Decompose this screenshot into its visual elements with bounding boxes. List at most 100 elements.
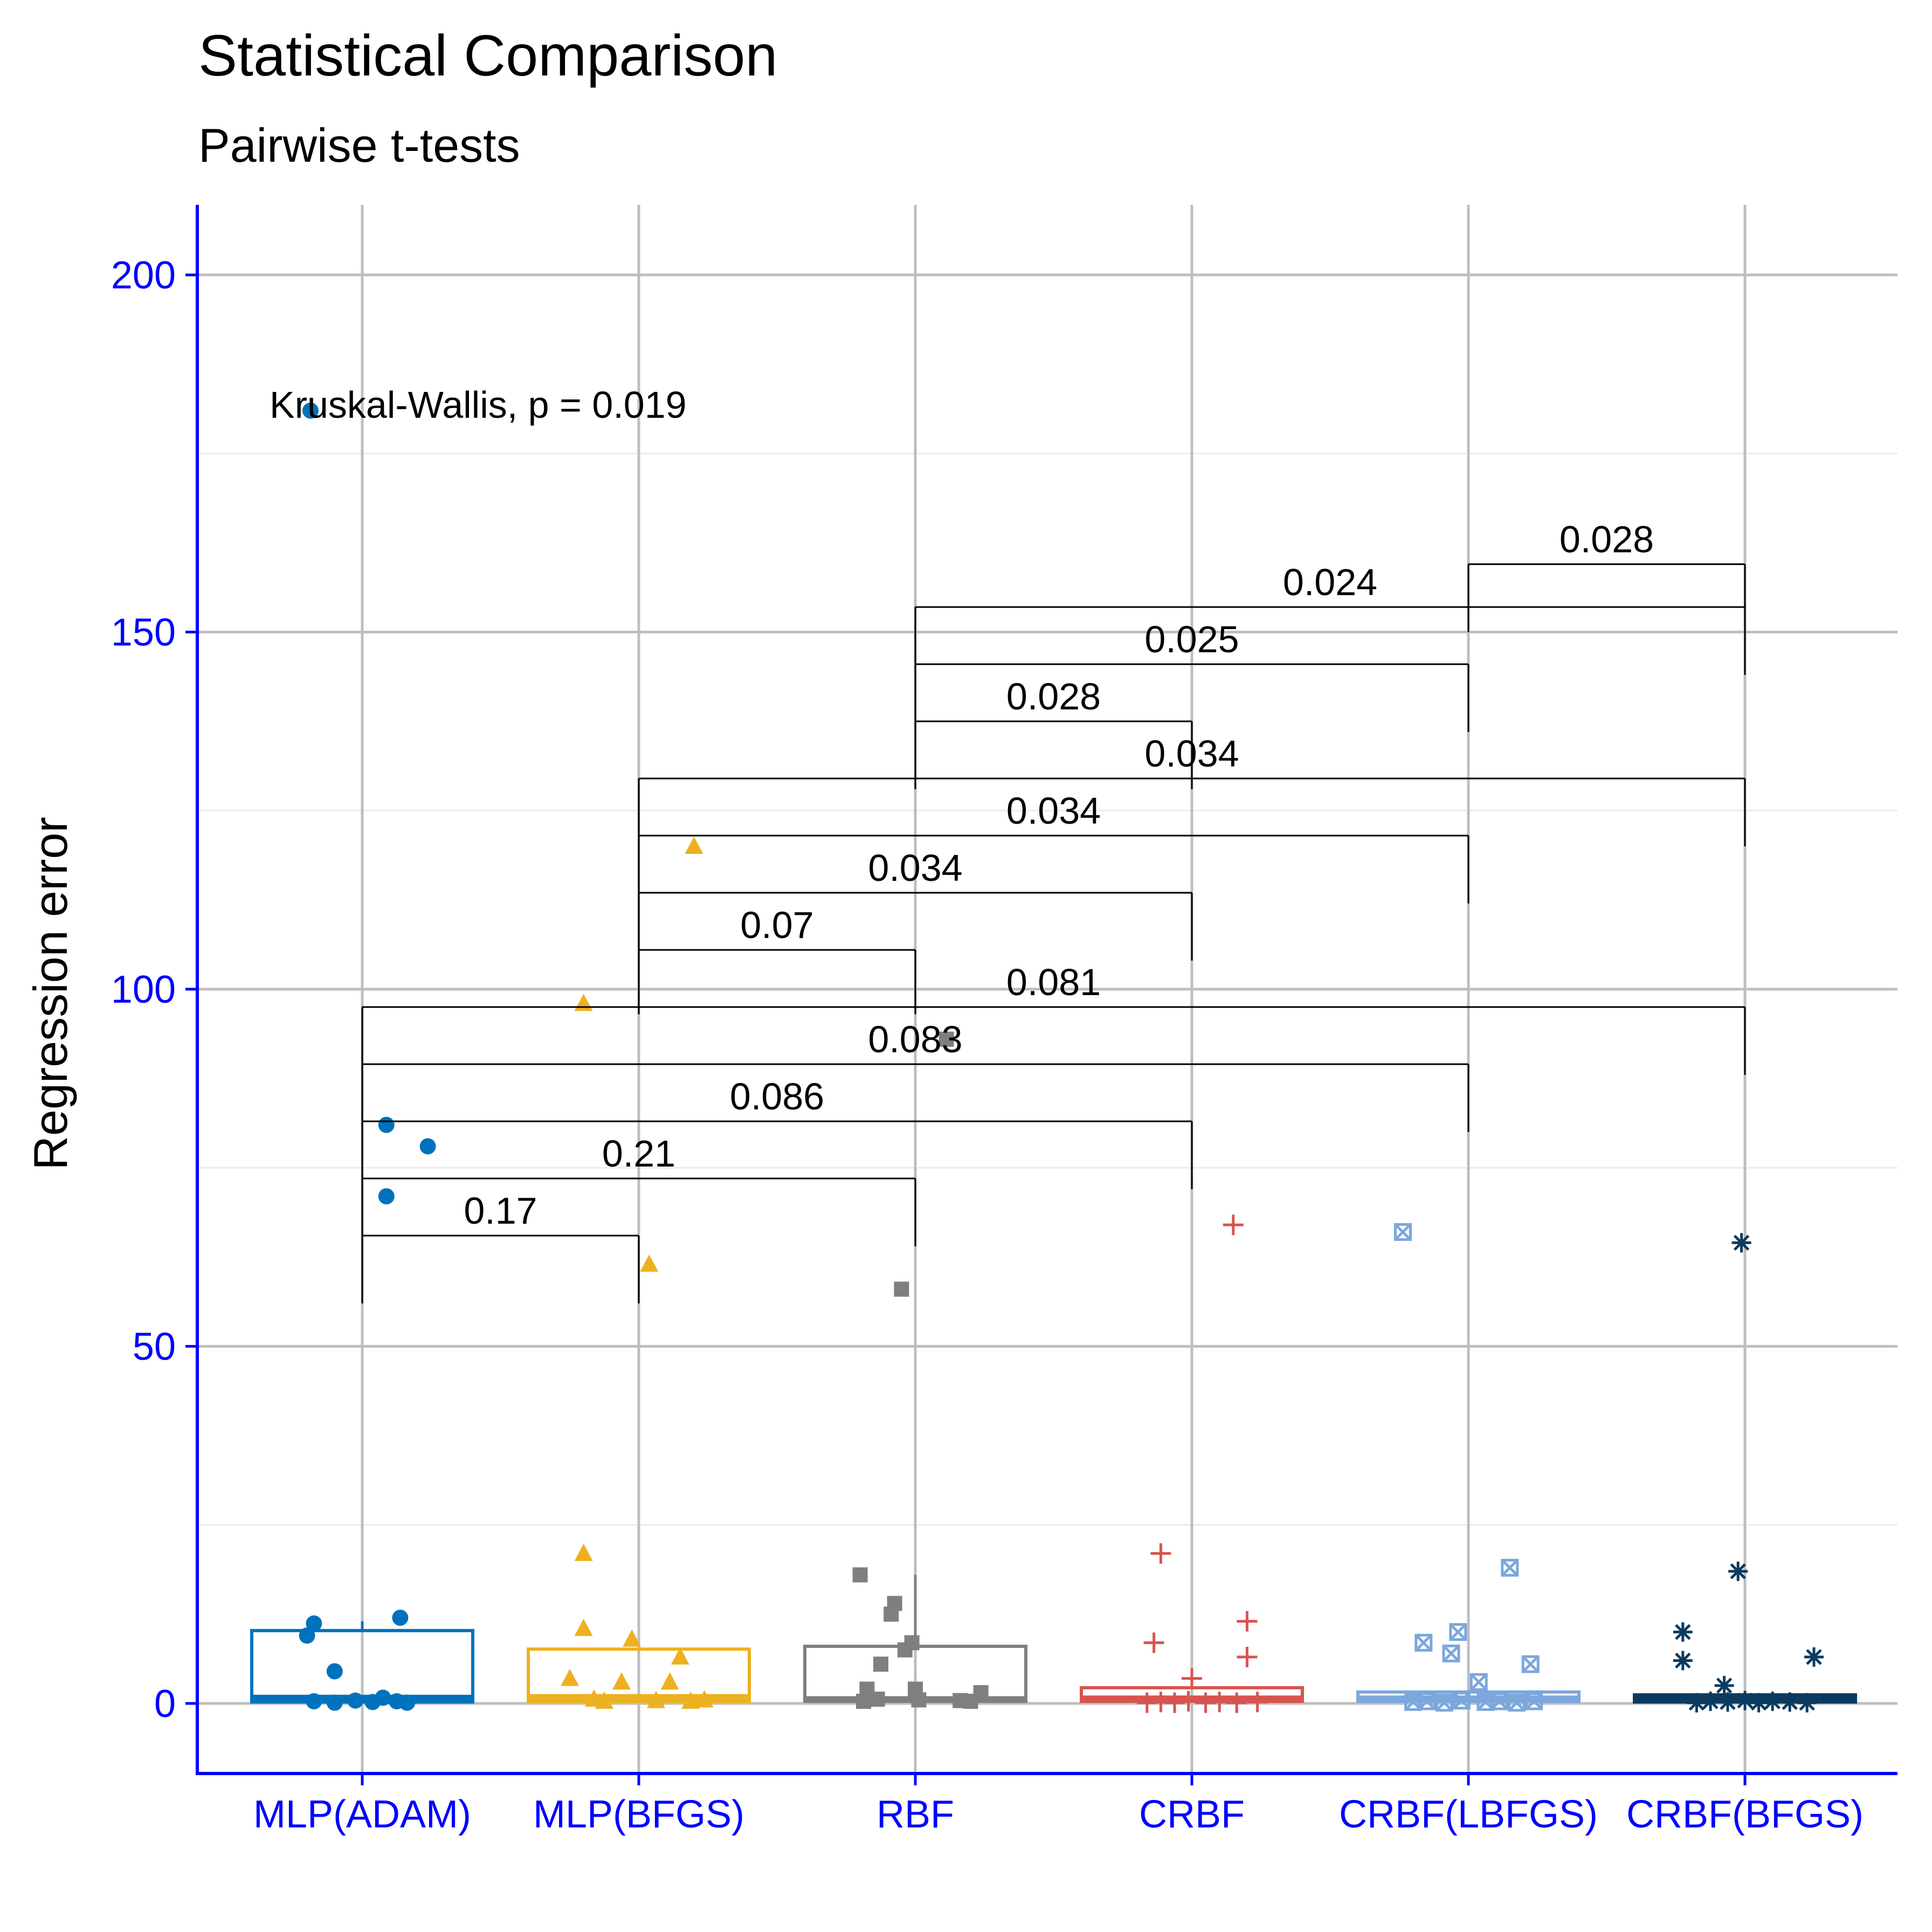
data-point-stroke bbox=[1435, 1694, 1453, 1712]
data-point bbox=[1435, 1694, 1453, 1712]
data-point bbox=[306, 1693, 322, 1710]
data-point-stroke bbox=[1799, 1694, 1815, 1711]
data-point bbox=[1143, 1632, 1164, 1653]
data-point-stroke bbox=[1764, 1693, 1781, 1709]
comparison-brackets: 0.17 0.21 0.086 0.083 0.081 0.07 0.034 0.034 0.0… bbox=[361, 519, 1746, 1303]
data-point bbox=[660, 1672, 679, 1690]
data-point bbox=[1735, 1690, 1755, 1710]
p-value-label: 0.034 bbox=[868, 847, 962, 889]
data-point bbox=[1209, 1692, 1230, 1713]
y-tick-label: 200 bbox=[111, 254, 176, 297]
data-point-stroke bbox=[1733, 1234, 1750, 1251]
data-point-stroke bbox=[1394, 1223, 1412, 1241]
data-point-stroke bbox=[1525, 1693, 1543, 1710]
data-point bbox=[1418, 1692, 1436, 1710]
data-point bbox=[671, 1647, 689, 1665]
data-point-stroke bbox=[1414, 1633, 1433, 1652]
data-point-stroke bbox=[1442, 1644, 1460, 1662]
chart-title: Statistical Comparison bbox=[198, 23, 777, 88]
data-point bbox=[1804, 1647, 1824, 1667]
data-point bbox=[681, 1692, 700, 1709]
p-value-label: 0.07 bbox=[740, 904, 813, 946]
data-point-stroke bbox=[1501, 1558, 1519, 1577]
data-point bbox=[302, 402, 319, 419]
y-tick-label: 100 bbox=[111, 968, 176, 1011]
data-point bbox=[1749, 1693, 1769, 1713]
data-point bbox=[392, 1610, 409, 1626]
data-point bbox=[584, 1689, 603, 1707]
data-point-stroke bbox=[1750, 1694, 1767, 1711]
p-value-label: 0.21 bbox=[602, 1133, 675, 1175]
data-point-stroke bbox=[1688, 1694, 1705, 1711]
grid-lines bbox=[197, 205, 1898, 1774]
data-point bbox=[1449, 1623, 1467, 1641]
data-point bbox=[1469, 1673, 1488, 1691]
x-tick-label: CRBF(BFGS) bbox=[1626, 1793, 1864, 1836]
data-point bbox=[1223, 1215, 1244, 1236]
data-point-stroke bbox=[1522, 1655, 1539, 1673]
data-point bbox=[1501, 1558, 1519, 1577]
p-value-label: 0.028 bbox=[1006, 675, 1101, 717]
data-point-stroke bbox=[1469, 1673, 1488, 1691]
data-point-stroke bbox=[1782, 1694, 1798, 1710]
data-point-stroke bbox=[1716, 1678, 1733, 1694]
data-point bbox=[1701, 1692, 1720, 1712]
data-point bbox=[1731, 1233, 1751, 1253]
data-point bbox=[1525, 1692, 1543, 1710]
data-point bbox=[911, 1692, 927, 1708]
data-point bbox=[1393, 1223, 1412, 1241]
data-point bbox=[1414, 1633, 1433, 1652]
data-point-stroke bbox=[1418, 1692, 1436, 1710]
x-tick-label: MLP(BFGS) bbox=[533, 1793, 744, 1836]
data-point bbox=[326, 1694, 343, 1711]
data-point bbox=[1452, 1692, 1471, 1710]
data-point bbox=[897, 1642, 913, 1658]
p-value-label: 0.17 bbox=[464, 1190, 537, 1232]
data-point bbox=[306, 1615, 322, 1632]
y-tick-label: 150 bbox=[111, 611, 176, 654]
data-point bbox=[378, 1116, 395, 1133]
data-point bbox=[1237, 1611, 1258, 1632]
data-point bbox=[375, 1689, 391, 1706]
data-point bbox=[561, 1668, 579, 1686]
p-value-label: 0.034 bbox=[1006, 790, 1101, 832]
data-point-stroke bbox=[1508, 1694, 1526, 1712]
data-point bbox=[939, 1031, 954, 1047]
data-point bbox=[640, 1254, 659, 1272]
data-point bbox=[595, 1692, 613, 1709]
y-tick-label: 50 bbox=[133, 1326, 176, 1369]
data-point bbox=[1728, 1561, 1748, 1581]
data-point bbox=[894, 1281, 909, 1297]
comparison-bracket bbox=[361, 1006, 1746, 1303]
data-point bbox=[1673, 1651, 1693, 1671]
data-point-stroke bbox=[1730, 1563, 1746, 1579]
data-point bbox=[1718, 1692, 1737, 1712]
data-point-stroke bbox=[1525, 1692, 1543, 1710]
x-tick-label: RBF bbox=[877, 1793, 954, 1836]
data-point bbox=[647, 1690, 665, 1708]
comparison-bracket bbox=[1467, 563, 1746, 632]
data-point bbox=[1763, 1692, 1783, 1712]
data-point bbox=[859, 1681, 875, 1697]
data-point bbox=[1150, 1543, 1171, 1564]
data-point bbox=[347, 1692, 364, 1709]
data-point-stroke bbox=[1702, 1693, 1719, 1709]
data-point bbox=[623, 1629, 641, 1647]
data-point bbox=[852, 1567, 868, 1583]
data-point-stroke bbox=[1436, 1694, 1453, 1712]
x-tick-label: CRBF(LBFGS) bbox=[1339, 1793, 1598, 1836]
data-point-stroke bbox=[1450, 1623, 1467, 1641]
data-point-stroke bbox=[1491, 1692, 1509, 1710]
data-point bbox=[1687, 1693, 1707, 1713]
data-point bbox=[1237, 1646, 1258, 1667]
data-point-stroke bbox=[1521, 1655, 1540, 1673]
data-point bbox=[685, 837, 703, 854]
axes: 0 50 100 150 200 MLP(ADAM) MLP(BFGS) RBF CRBF CRB… bbox=[111, 205, 1898, 1836]
data-point bbox=[1797, 1693, 1817, 1713]
data-point bbox=[873, 1657, 888, 1672]
x-tick-label: CRBF bbox=[1139, 1793, 1245, 1836]
data-points bbox=[299, 402, 1824, 1713]
data-point bbox=[378, 1188, 395, 1205]
